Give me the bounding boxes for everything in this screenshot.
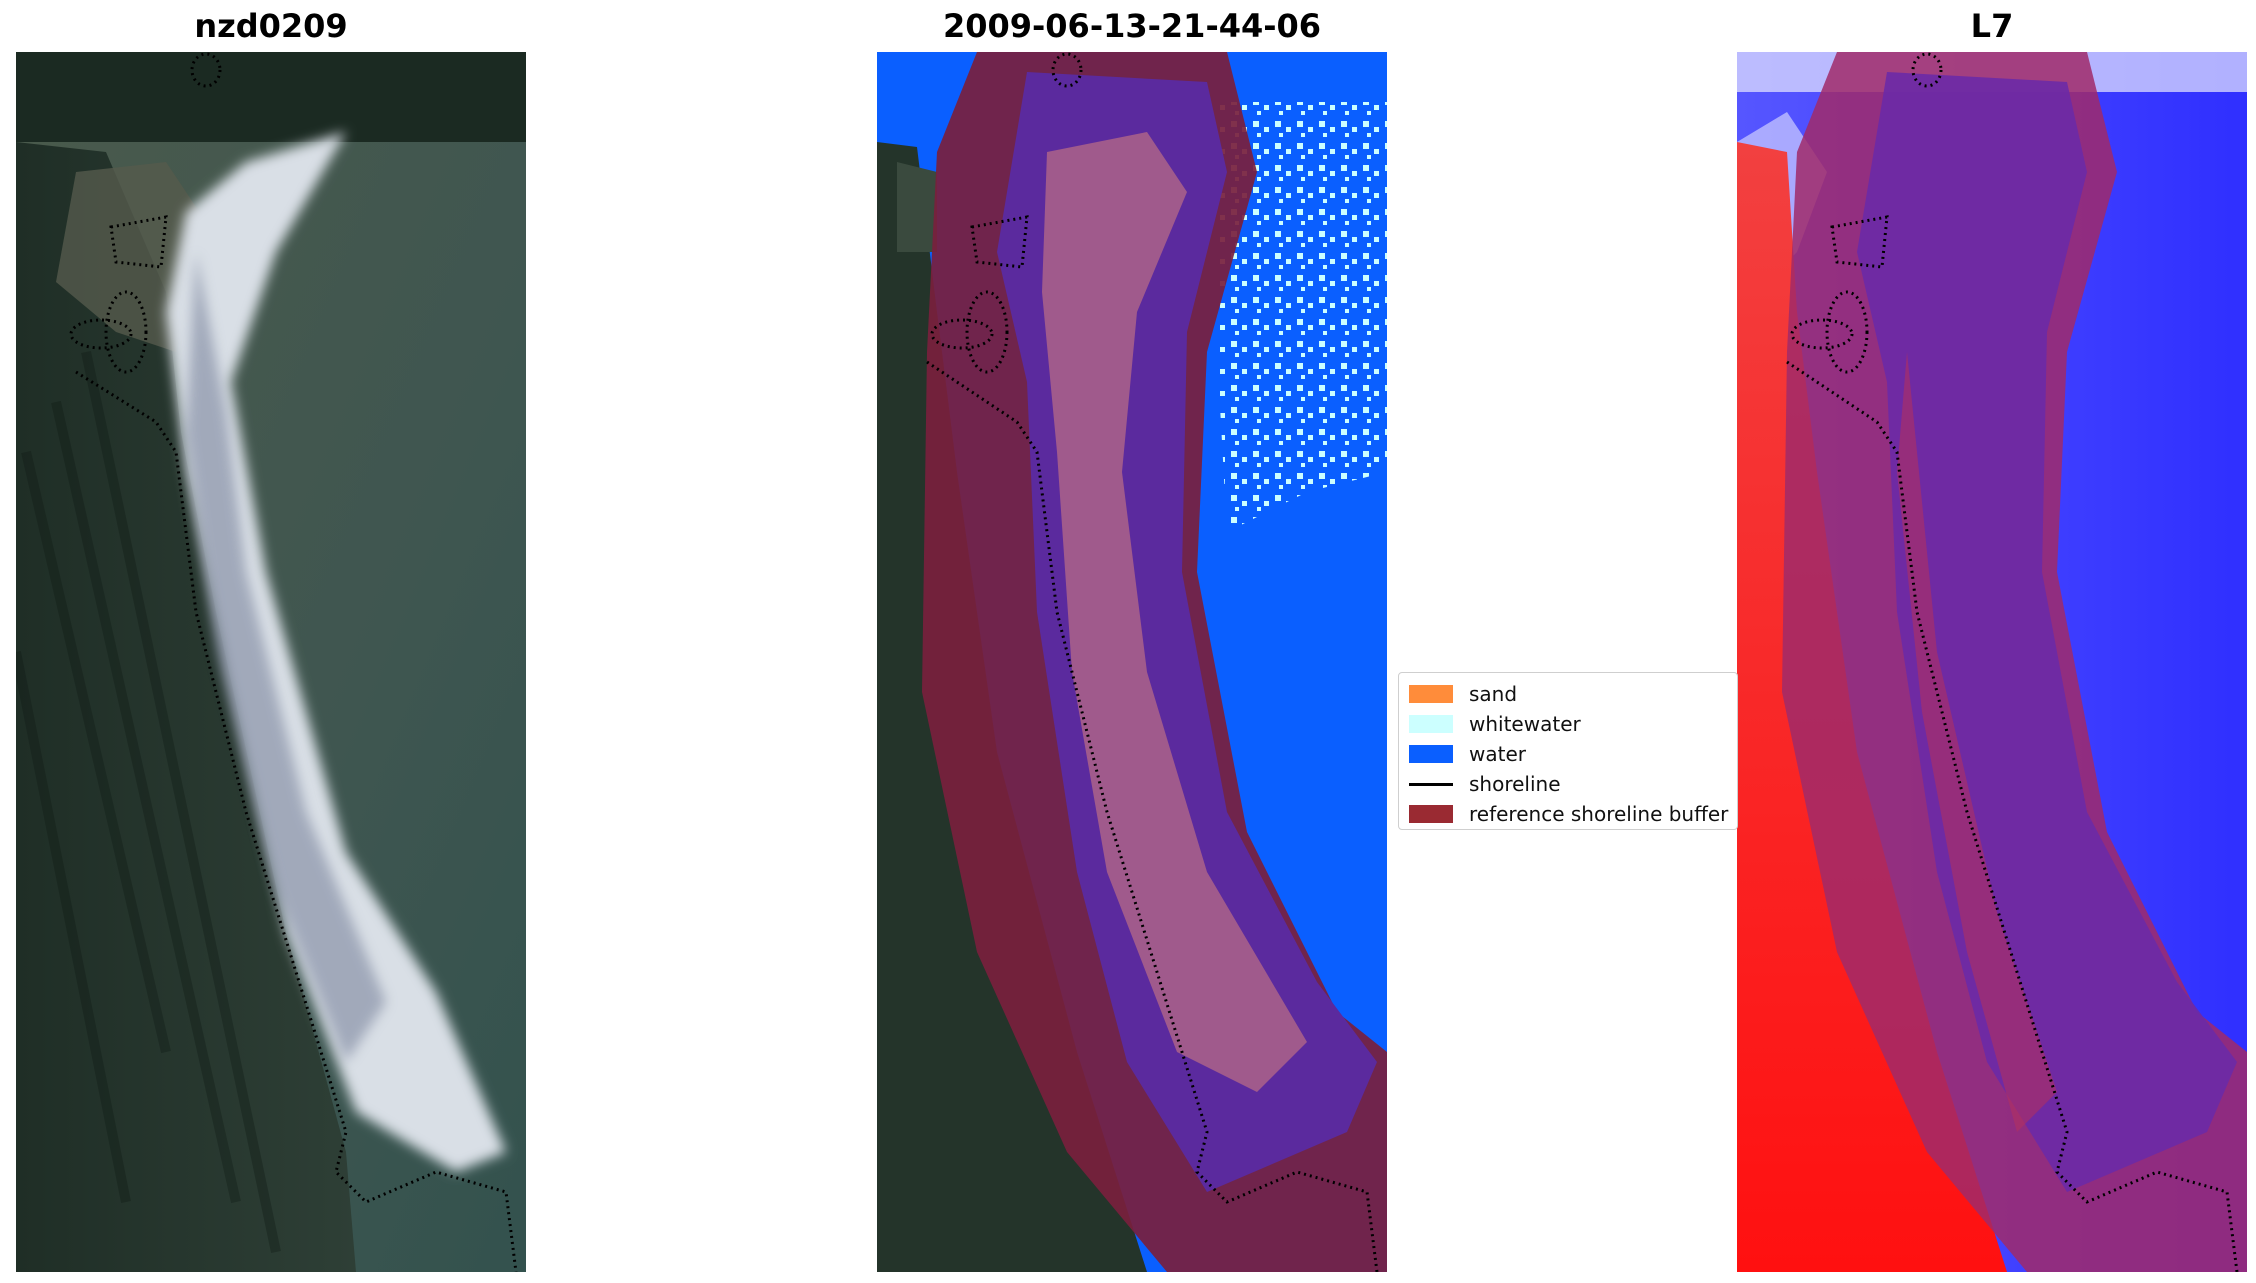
legend-label-whitewater: whitewater bbox=[1469, 712, 1581, 736]
index-panel bbox=[1737, 52, 2247, 1272]
legend-line-shoreline bbox=[1409, 782, 1453, 786]
legend-item-reference-buffer: reference shoreline buffer bbox=[1409, 799, 1729, 829]
rgb-image-panel bbox=[16, 52, 526, 1272]
panel-title-classification: 2009-06-13-21-44-06 bbox=[942, 7, 1322, 45]
legend-swatch-water bbox=[1409, 745, 1453, 763]
legend-item-whitewater: whitewater bbox=[1409, 709, 1727, 739]
legend-label-reference-buffer: reference shoreline buffer bbox=[1469, 802, 1729, 826]
legend: sand whitewater water shoreline referenc… bbox=[1398, 672, 1738, 830]
index-image bbox=[1737, 52, 2247, 1272]
panel-title-rgb: nzd0209 bbox=[194, 7, 348, 45]
panel-title-index: L7 bbox=[1970, 7, 2014, 45]
legend-swatch-whitewater bbox=[1409, 715, 1453, 733]
legend-label-water: water bbox=[1469, 742, 1526, 766]
legend-item-shoreline: shoreline bbox=[1409, 769, 1727, 799]
legend-swatch-sand bbox=[1409, 685, 1453, 703]
legend-item-sand: sand bbox=[1409, 679, 1727, 709]
classification-panel bbox=[877, 52, 1387, 1272]
legend-swatch-reference-buffer bbox=[1409, 805, 1453, 823]
legend-label-shoreline: shoreline bbox=[1469, 772, 1561, 796]
rgb-satellite-image bbox=[16, 52, 526, 1272]
classification-image bbox=[877, 52, 1387, 1272]
legend-item-water: water bbox=[1409, 739, 1727, 769]
legend-label-sand: sand bbox=[1469, 682, 1518, 706]
